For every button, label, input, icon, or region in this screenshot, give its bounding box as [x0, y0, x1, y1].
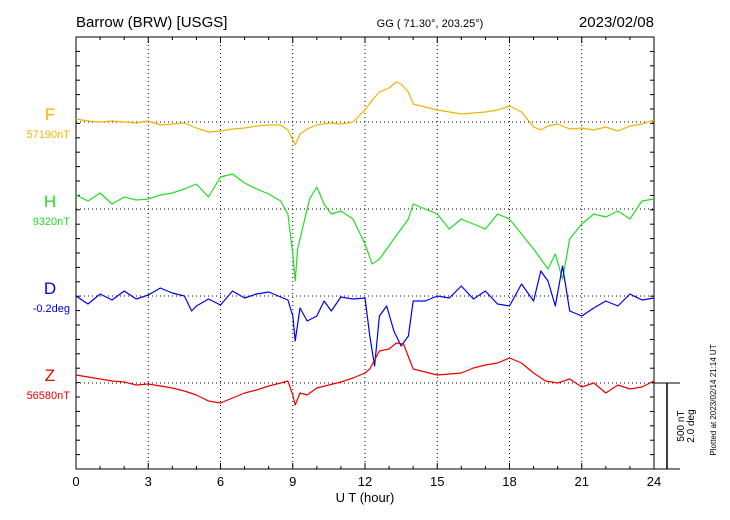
title-station: Barrow (BRW) [USGS]	[76, 14, 227, 31]
series-line-h	[75, 173, 655, 282]
x-tick-label: 24	[647, 474, 661, 489]
x-tick-label: 18	[502, 474, 516, 489]
x-tick-label: 6	[217, 474, 224, 489]
grid	[147, 37, 583, 469]
scale-bar-label-nt: 500 nT	[676, 410, 687, 441]
series-baseline-value-f: 57190nT	[27, 129, 71, 141]
x-tick-label: 12	[358, 474, 372, 489]
series-name-h: H	[44, 192, 56, 211]
x-tick-label: 15	[430, 474, 444, 489]
x-tick-label: 9	[289, 474, 296, 489]
axis-ticks: 0 3 6 9 12 15 18 21 24	[72, 37, 661, 489]
plotted-timestamp: Plotted at 2023/02/14 21:14 UT	[709, 344, 718, 455]
series-line-d	[75, 265, 655, 367]
x-tick-label: 3	[145, 474, 152, 489]
series-line-f	[75, 81, 655, 146]
series-name-d: D	[44, 279, 56, 298]
x-tick-label: 0	[72, 474, 79, 489]
series-line-z	[75, 342, 655, 406]
title-coordinates: GG ( 71.30°, 203.25°)	[377, 18, 484, 30]
series-baseline-value-h: 9320nT	[33, 216, 71, 228]
x-axis-label: U T (hour)	[336, 490, 395, 505]
scale-bar-label-deg: 2.0 deg	[686, 409, 697, 442]
series-group: F 57190nT H 9320nT D -0.2deg Z 56580nT	[27, 81, 655, 406]
series-name-f: F	[45, 105, 55, 124]
series-name-z: Z	[45, 366, 55, 385]
series-baseline-value-z: 56580nT	[27, 390, 71, 402]
series-baseline-value-d: -0.2deg	[33, 303, 70, 315]
title-date: 2023/02/08	[579, 14, 654, 31]
x-tick-label: 21	[575, 474, 589, 489]
